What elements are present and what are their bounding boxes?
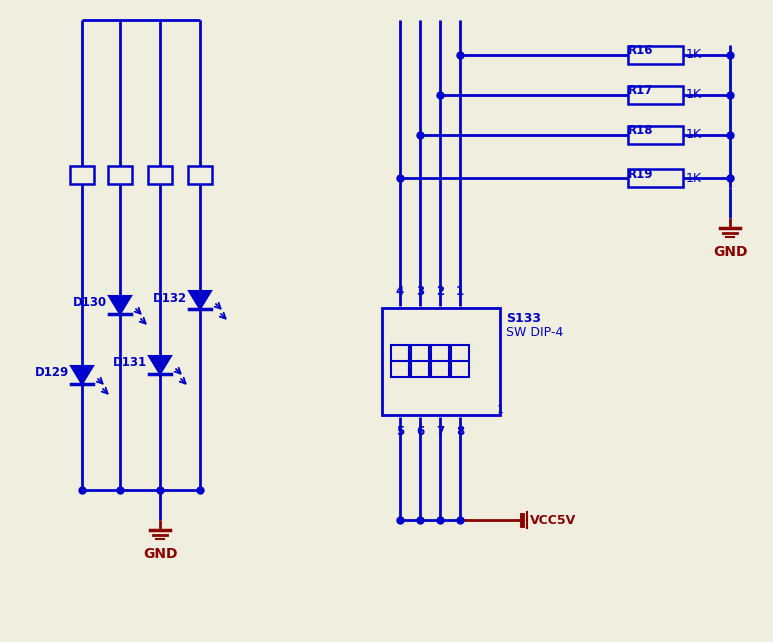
Text: R18: R18 — [628, 125, 653, 137]
Text: VCC5V: VCC5V — [530, 514, 576, 526]
Bar — [382, 308, 500, 415]
Bar — [628, 169, 683, 187]
Text: 1: 1 — [497, 405, 504, 415]
Bar — [188, 166, 212, 184]
Polygon shape — [109, 296, 131, 314]
Text: 3: 3 — [416, 285, 424, 298]
Text: S133: S133 — [506, 311, 541, 324]
Bar — [70, 166, 94, 184]
Text: R16: R16 — [628, 44, 653, 58]
Text: 1K: 1K — [149, 176, 162, 186]
Bar — [108, 166, 132, 184]
Text: 7: 7 — [436, 425, 444, 438]
Bar — [628, 86, 683, 104]
Text: R12: R12 — [71, 166, 94, 176]
Text: D130: D130 — [73, 297, 107, 309]
Text: R13: R13 — [109, 166, 131, 176]
Bar — [391, 345, 409, 377]
Text: R14: R14 — [149, 166, 172, 176]
Text: SW DIP-4: SW DIP-4 — [506, 327, 564, 340]
Text: 1K: 1K — [189, 176, 203, 186]
Bar — [628, 126, 683, 144]
Text: 6: 6 — [416, 425, 424, 438]
Text: 8: 8 — [456, 425, 464, 438]
Text: R15: R15 — [189, 166, 212, 176]
Text: 5: 5 — [396, 425, 404, 438]
Text: 1: 1 — [456, 285, 464, 298]
Bar — [148, 166, 172, 184]
Text: 1K: 1K — [686, 128, 702, 141]
Text: 1K: 1K — [686, 171, 702, 184]
Polygon shape — [149, 356, 171, 374]
Text: GND: GND — [143, 547, 177, 561]
Text: D132: D132 — [153, 291, 187, 304]
Text: D131: D131 — [113, 356, 147, 370]
Text: 1K: 1K — [686, 49, 702, 62]
Text: GND: GND — [713, 245, 747, 259]
Text: 1K: 1K — [686, 89, 702, 101]
Bar — [411, 345, 429, 377]
Text: 4: 4 — [396, 285, 404, 298]
Bar — [628, 46, 683, 64]
Text: D129: D129 — [35, 367, 69, 379]
Bar — [451, 345, 469, 377]
Text: 1K: 1K — [109, 176, 122, 186]
Text: R17: R17 — [628, 85, 653, 98]
Text: R19: R19 — [628, 168, 653, 180]
Polygon shape — [71, 366, 93, 384]
Text: 1K: 1K — [71, 176, 84, 186]
Polygon shape — [189, 291, 211, 309]
Bar — [431, 345, 449, 377]
Text: 2: 2 — [436, 285, 444, 298]
